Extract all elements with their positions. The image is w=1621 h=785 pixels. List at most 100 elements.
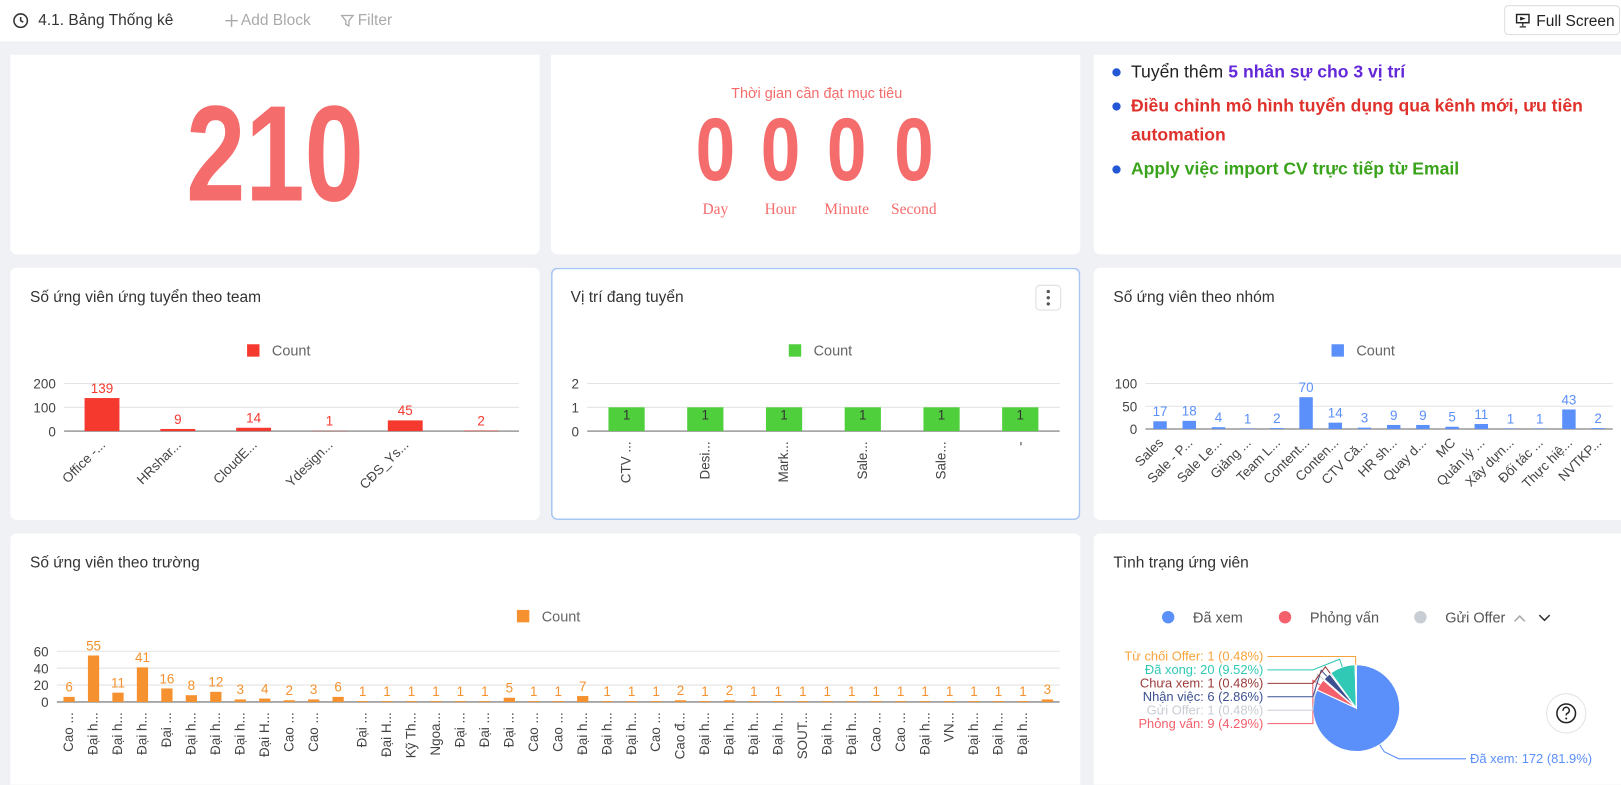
leader-line [1267,658,1343,671]
data-label: 43 [1561,392,1576,407]
chart-title: Tình trạng ứng viên [1113,554,1249,572]
menu-button[interactable] [1035,284,1062,311]
bar [259,698,271,702]
bar [1153,421,1167,430]
data-label: 45 [398,403,413,418]
full-screen-label: Full Screen [1536,12,1615,30]
chart: Đã xem Phỏng vấn Gửi Offer Đã xem: 172 (81.… [1124,610,1592,766]
slice-label: Chưa xem: 1 (0.48%) [1140,675,1263,690]
bar [63,696,75,702]
legend-pager[interactable] [1513,614,1551,622]
bar [943,701,956,702]
y-tick-label: 60 [34,644,49,659]
bar [1299,397,1313,430]
data-label: 9 [1419,408,1426,423]
note-text: Tuyển thêm [1130,62,1224,82]
data-label: 1 [603,684,610,699]
x-tick-label: Cao ... [306,712,321,752]
data-label: 139 [91,381,113,396]
data-label: 1 [1019,684,1026,699]
plus-icon[interactable] [224,13,238,27]
bar [112,692,124,702]
data-label: 1 [970,684,977,699]
data-label: 17 [1153,404,1168,419]
stat-card: 210 [10,54,540,255]
data-label: 4 [261,681,269,696]
leader-line [1267,669,1328,698]
x-tick-label: CTV ... [619,441,634,483]
x-tick-label: Cao ... [550,712,565,752]
chart-title: Vị trí đang tuyển [570,288,684,307]
note: Tuyển thêm 5 nhân sự cho 3 vị trí [1112,58,1590,87]
bar [84,398,120,432]
notes-card: Tuyển thêm 5 nhân sự cho 3 vị trí Điều ch… [1093,54,1621,255]
bar [185,695,198,702]
x-tick-label: SOUT... [795,712,810,759]
x-tick-label: Ngoa... [428,712,443,755]
bar [821,701,833,702]
bar [405,701,418,702]
x-tick-label: Sale... [855,441,870,479]
bar [1041,699,1054,702]
data-label: 70 [1299,380,1314,395]
countdown-unit: Minute [824,201,869,218]
help-button[interactable] [1546,693,1587,734]
data-label: 1 [701,684,708,699]
bar [1416,424,1430,430]
legend-marker [1161,610,1175,624]
x-tick-label: Đại h... [819,712,834,755]
x-tick-label: Đại H... [257,712,272,757]
legend-label: Phỏng vấn [1310,610,1379,626]
x-tick-label: CĐS_Ys... [357,437,412,492]
x-tick-label: CloudE... [210,437,260,487]
clock-icon [13,13,29,29]
x-tick-label: Đại h... [135,712,150,755]
chart-card: Tình trạng ứng viên Đã xem Phỏng vấn Gửi O… [1093,533,1621,785]
chart-title: Số ứng viên theo nhóm [1113,288,1275,307]
x-tick-label: Đại h... [966,712,981,755]
y-tick-label: 0 [41,695,48,710]
board-title: 4.1. Bảng Thống kê [38,11,174,29]
x-tick-label: HRshar... [134,437,184,487]
y-tick-label: 0 [1130,422,1137,437]
bar [308,699,320,702]
note-highlight: 5 nhân sự cho 3 vị trí [1228,62,1406,82]
bar [846,701,858,702]
x-tick-label: Kỹ Th... [404,712,419,758]
filter[interactable]: Filter [357,11,393,29]
bar [1357,427,1372,430]
x-tick-label: Đại H... [379,712,394,757]
leader-line [1267,655,1357,665]
legend-marker [247,344,260,357]
data-label: 1 [859,408,866,423]
data-label: 1 [530,684,537,699]
x-tick-label: Đại h... [917,712,932,755]
bar [968,701,980,702]
data-label: 1 [780,408,787,423]
slice-label: Từ chối Offer: 1 (0.48%) [1124,649,1263,664]
full-screen-button[interactable]: Full Screen [1504,5,1620,36]
data-label: 2 [1273,411,1280,426]
x-tick-label: Đại h... [232,712,247,755]
add-block[interactable]: Add Block [240,11,311,29]
x-tick-label: Đại ... [453,712,468,747]
bar [923,407,960,432]
data-label: 14 [246,411,261,426]
countdown-digit: 0 [894,100,934,199]
x-tick-label: Đại h... [697,712,712,755]
bar [797,701,809,702]
data-label: 1 [946,684,953,699]
data-label: 7 [579,679,586,694]
filter-icon[interactable] [340,13,355,27]
bar [1474,424,1489,430]
legend-marker [1414,610,1427,624]
bar [430,701,442,702]
x-tick-label: VN... [942,712,957,742]
data-label: 4 [1215,410,1223,425]
data-label: 6 [334,680,341,695]
countdown-svg: Thời gian cần đạt mục tiêu 0 Day 0 Hour 0 Min… [696,86,937,218]
pie-slice [1354,664,1357,709]
slice-label: Phỏng vấn: 9 (4.29%) [1138,716,1263,731]
